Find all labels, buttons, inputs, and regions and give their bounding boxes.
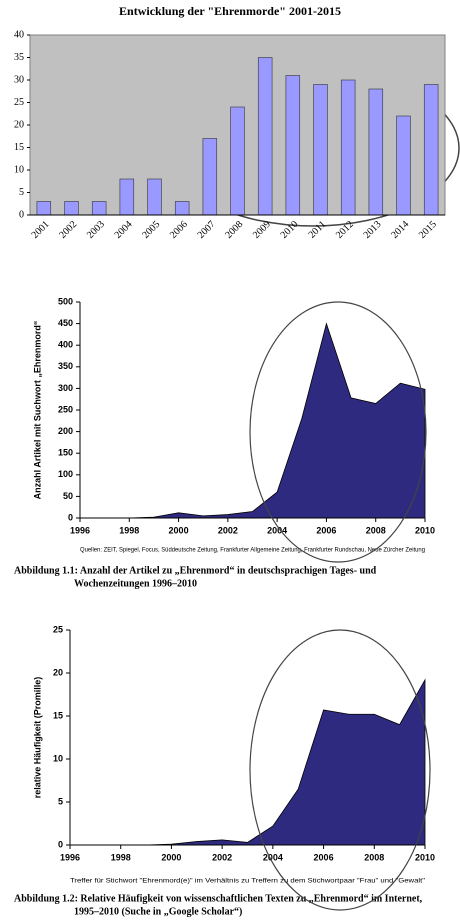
x-tick-label: 2013 — [362, 219, 384, 241]
x-tick-label: 2004 — [263, 852, 283, 862]
y-tick-label: 30 — [14, 74, 24, 85]
x-tick-label: 2010 — [279, 219, 301, 241]
x-tick-label: 2005 — [140, 219, 162, 241]
x-tick-label: 1996 — [70, 525, 90, 535]
y-axis-label: Anzahl Artikel mit Suchwort „Ehrenmord“ — [32, 321, 42, 500]
x-tick-label: 2002 — [57, 219, 79, 241]
x-tick-label: 2008 — [223, 219, 245, 241]
x-tick-label: 2010 — [415, 852, 435, 862]
x-tick-label: 2008 — [366, 525, 386, 535]
x-tick-label: 2014 — [389, 219, 411, 241]
y-tick-label: 5 — [19, 187, 24, 198]
x-tick-label: 2006 — [314, 852, 334, 862]
bar — [119, 178, 135, 216]
bar — [64, 201, 79, 216]
x-tick-label: 2010 — [415, 525, 435, 535]
bar — [368, 88, 384, 216]
y-tick-label: 300 — [58, 383, 73, 393]
y-tick-label: 25 — [53, 624, 63, 634]
y-tick-label: 10 — [53, 753, 63, 763]
y-tick-label: 50 — [63, 491, 73, 501]
bar — [313, 84, 328, 216]
bar — [174, 201, 190, 216]
bar — [285, 75, 301, 216]
y-tick-label: 500 — [58, 296, 73, 306]
y-tick-label: 35 — [14, 52, 24, 63]
y-tick-label: 100 — [58, 469, 73, 479]
x-tick-label: 1996 — [60, 852, 80, 862]
bar — [257, 57, 273, 216]
bar — [340, 79, 356, 216]
caption: 1995–2010 (Suche in „Google Scholar“) — [74, 906, 242, 917]
x-tick-label: 2011 — [307, 219, 329, 241]
x-tick-label: 2003 — [85, 219, 107, 241]
x-tick-label: 2000 — [169, 525, 189, 535]
y-tick-label: 0 — [68, 512, 73, 522]
y-tick-label: 10 — [14, 164, 24, 175]
caption: Abbildung 1.1: Anzahl der Artikel zu „Eh… — [14, 565, 377, 576]
y-tick-label: 350 — [58, 361, 73, 371]
highlight-ellipse — [249, 301, 427, 563]
y-tick-label: 200 — [58, 426, 73, 436]
x-tick-label: 2015 — [417, 219, 439, 241]
caption: Abbildung 1.2: Relative Häufigkeit von w… — [14, 893, 423, 904]
y-tick-label: 250 — [58, 404, 73, 414]
bar — [147, 178, 162, 216]
source-note: Treffer für Stichwort "Ehrenmord(e)" im … — [70, 878, 426, 885]
y-tick-label: 25 — [14, 97, 24, 108]
x-tick-label: 2002 — [212, 852, 232, 862]
y-axis-label: relative Häufigkeit (Promille) — [32, 677, 42, 799]
y-tick-label: 40 — [14, 29, 24, 40]
x-tick-label: 2000 — [161, 852, 181, 862]
area — [80, 322, 426, 519]
x-tick-label: 2006 — [168, 219, 190, 241]
bar — [91, 201, 107, 216]
y-tick-label: 450 — [58, 318, 73, 328]
x-tick-label: 2008 — [364, 852, 384, 862]
caption: Wochenzeitungen 1996–2010 — [74, 578, 197, 589]
bar — [36, 201, 52, 216]
y-tick-label: 150 — [58, 448, 73, 458]
bar — [230, 106, 245, 216]
x-tick-label: 2004 — [267, 525, 287, 535]
x-tick-label: 2012 — [334, 219, 356, 241]
bar — [423, 84, 439, 216]
bar — [202, 138, 218, 216]
y-tick-label: 15 — [14, 142, 24, 153]
highlight-ellipse — [249, 629, 431, 911]
y-tick-label: 15 — [53, 710, 63, 720]
y-tick-label: 20 — [14, 119, 24, 130]
y-tick-label: 400 — [58, 340, 73, 350]
x-tick-label: 2002 — [218, 525, 238, 535]
chart-title: Entwicklung der "Ehrenmorde" 2001-2015 — [119, 4, 341, 18]
x-tick-label: 1998 — [111, 852, 131, 862]
x-tick-label: 2004 — [113, 219, 135, 241]
area — [70, 678, 426, 846]
y-tick-label: 20 — [53, 667, 63, 677]
y-tick-label: 0 — [19, 209, 24, 220]
x-tick-label: 2001 — [30, 219, 52, 241]
x-tick-label: 2007 — [196, 219, 218, 241]
x-tick-label: 1998 — [119, 525, 139, 535]
source-note: Quellen: ZEIT, Spiegel, Focus, Süddeutsc… — [80, 547, 425, 554]
y-tick-label: 0 — [58, 839, 63, 849]
bar — [396, 115, 411, 216]
y-tick-label: 5 — [58, 796, 63, 806]
x-tick-label: 2006 — [316, 525, 336, 535]
